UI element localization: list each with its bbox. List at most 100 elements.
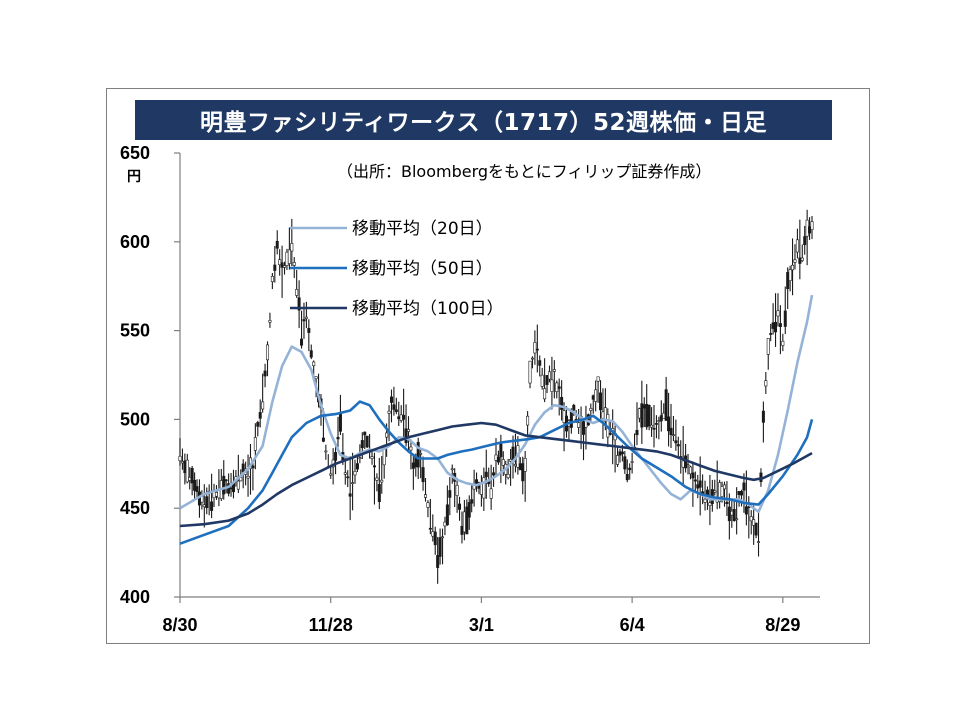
price-candle-body (465, 506, 469, 535)
price-candle-body (309, 350, 313, 358)
price-candle-body (530, 357, 534, 360)
price-candle-body (389, 396, 393, 403)
price-candle-body (494, 454, 498, 461)
price-candle-body (654, 423, 658, 425)
price-candle-body (183, 460, 187, 474)
axes: 400 450 500 550 600 650 8/30 11/28 3/1 6/4 8/29 (120, 143, 820, 635)
y-tick-label: 600 (120, 232, 150, 252)
price-candle-body (501, 459, 505, 466)
price-candle-body (336, 436, 340, 440)
price-candle-body (268, 320, 272, 323)
price-candle-body (540, 374, 544, 387)
price-candle-body (732, 509, 736, 522)
price-candle-body (467, 502, 471, 518)
price-candle-body (562, 410, 566, 423)
price-candle-body (421, 467, 425, 483)
price-candle-body (725, 501, 729, 504)
price-candle-body (795, 239, 799, 253)
price-candle-body (788, 269, 792, 282)
price-candle-body (304, 316, 308, 319)
price-candle-body (492, 472, 496, 476)
price-candle-body (659, 415, 663, 422)
price-candle-body (372, 465, 376, 468)
price-candle-body (691, 472, 695, 479)
price-candle-body (778, 323, 782, 327)
price-candle-body (582, 421, 586, 435)
price-candle-body (535, 348, 539, 351)
x-tick-label: 8/30 (162, 615, 197, 635)
price-candle-body (363, 431, 367, 436)
price-candle-body (210, 501, 214, 511)
price-candle-body (195, 486, 199, 492)
x-tick-label: 11/28 (309, 615, 353, 635)
moving-average-line-3 (179, 421, 813, 528)
price-candle-body (667, 416, 671, 432)
price-candle-body (543, 388, 547, 400)
price-candle-body (727, 506, 731, 522)
price-candle-body (688, 466, 692, 475)
price-candle-body (258, 412, 262, 419)
price-candle-body (664, 389, 668, 421)
price-candle-body (596, 376, 600, 382)
price-candle-body (377, 484, 381, 503)
price-candle-body (300, 338, 304, 346)
price-candle-body (513, 464, 517, 467)
price-candle-body (424, 494, 428, 498)
price-candle-body (696, 484, 700, 489)
price-candle-body (343, 472, 347, 475)
y-tick-label: 450 (120, 498, 150, 518)
price-candle-body (348, 493, 352, 497)
moving-average-line-1 (179, 294, 814, 514)
price-candle-body (406, 429, 410, 432)
price-candle-body (229, 487, 233, 490)
price-candle-body (450, 468, 454, 471)
price-candle-body (650, 424, 654, 428)
price-candle-body (285, 251, 289, 266)
price-candle-body (642, 404, 646, 409)
price-candle-body (803, 236, 807, 246)
price-candle-body (314, 376, 318, 380)
price-candle-body (385, 432, 389, 438)
price-candle-body (329, 473, 333, 476)
price-candle-body (652, 427, 656, 430)
y-tick-label: 400 (120, 587, 150, 607)
price-candle-body (205, 496, 209, 509)
price-candle-body (460, 525, 464, 535)
price-candle-body (397, 416, 401, 420)
price-candle-body (620, 451, 624, 455)
price-candle-body (547, 371, 551, 380)
price-candle-body (735, 518, 739, 521)
price-candle-body (628, 467, 632, 471)
price-candle-body (178, 455, 182, 462)
price-candle-body (392, 404, 396, 410)
price-candle-body (594, 389, 598, 402)
price-candle-body (720, 486, 724, 497)
price-candle-body (635, 430, 639, 436)
price-candle-body (618, 451, 622, 456)
price-candle-body (744, 506, 748, 515)
price-candle-body (647, 404, 651, 427)
legend-label: 移動平均（20日） (352, 219, 493, 239)
price-candle-body (321, 437, 325, 442)
price-candle-body (662, 412, 666, 419)
price-candle-body (190, 467, 194, 484)
price-candle-body (686, 464, 690, 467)
price-candle-body (355, 463, 359, 470)
price-candle-body (538, 360, 542, 366)
price-candle-body (637, 408, 641, 419)
price-candle-body (470, 499, 474, 504)
price-candle-body (436, 555, 440, 568)
price-candle-body (292, 262, 296, 266)
price-candle-body (800, 257, 804, 261)
price-candle-body (270, 276, 274, 282)
price-candle-body (810, 221, 814, 230)
price-candle-body (681, 460, 685, 468)
price-candle-body (188, 477, 192, 481)
price-candle-body (521, 463, 525, 482)
price-candle-body (569, 410, 573, 428)
price-candle-body (518, 463, 522, 471)
x-tick-label: 3/1 (469, 615, 494, 635)
price-candle-body (671, 434, 675, 436)
price-candle-body (684, 455, 688, 469)
moving-average-line-2 (179, 400, 814, 545)
